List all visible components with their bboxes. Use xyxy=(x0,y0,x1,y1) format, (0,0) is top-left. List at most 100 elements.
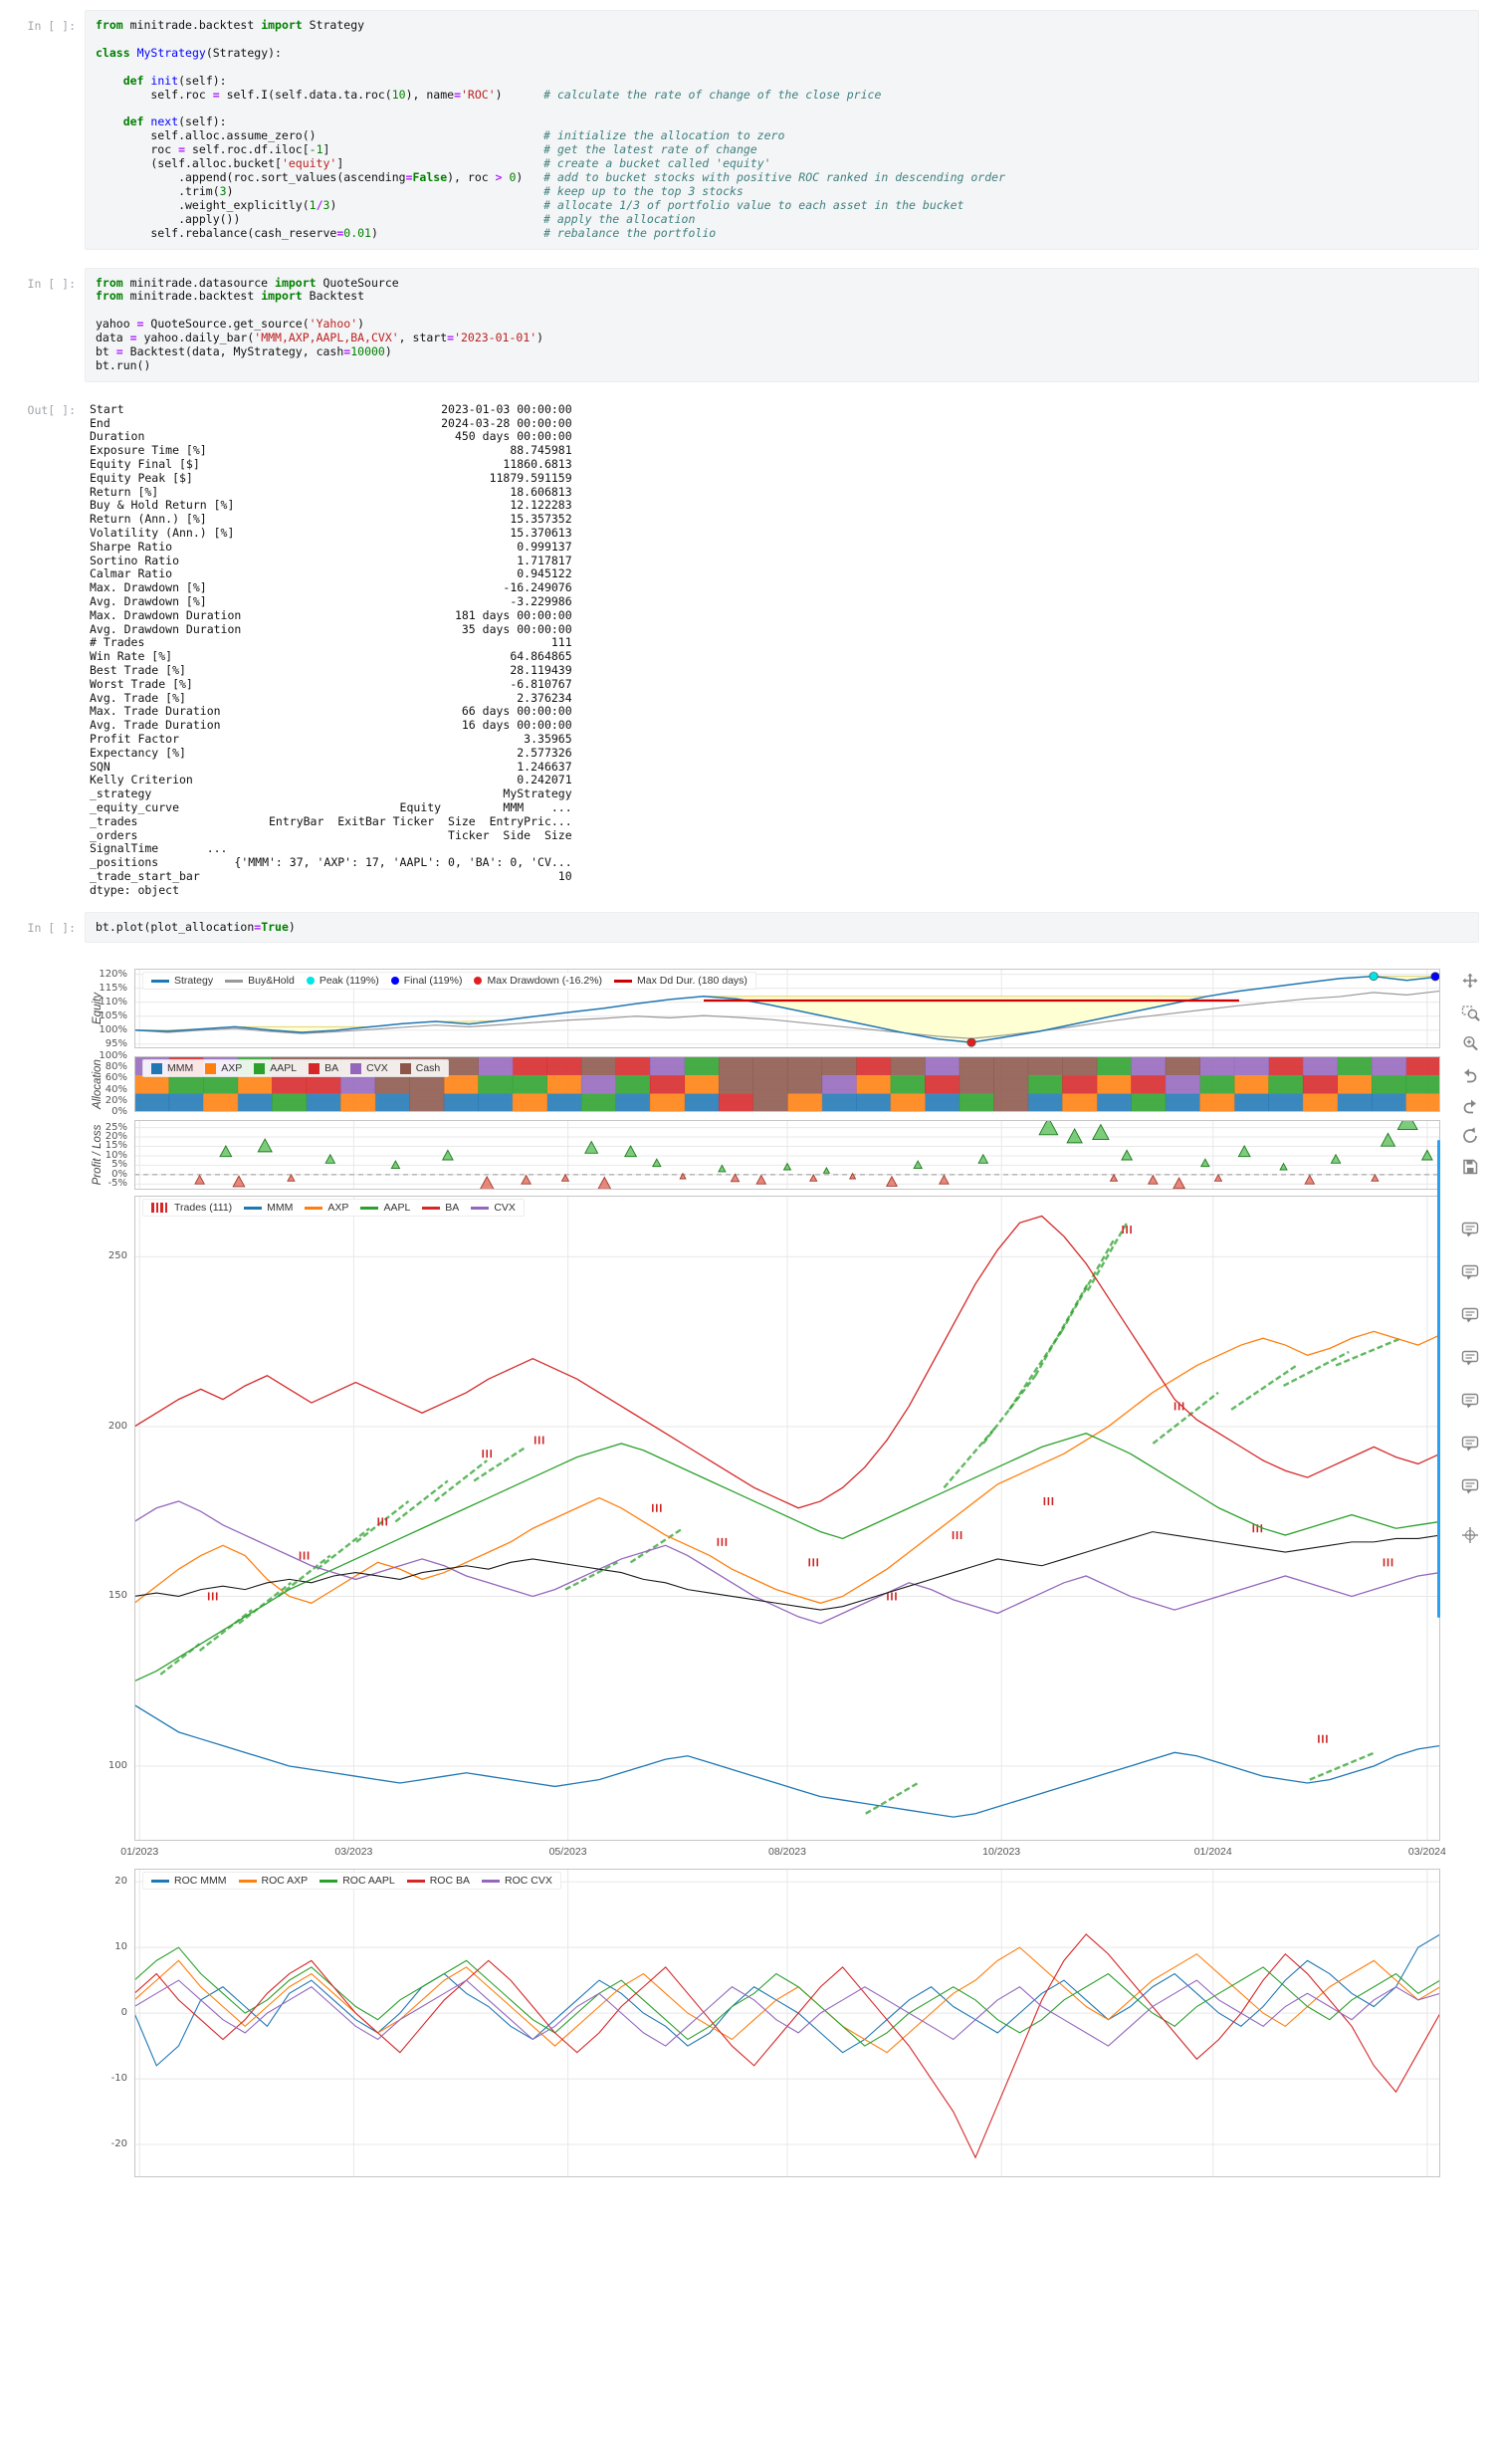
legend-item-roc-ba[interactable]: ROC BA xyxy=(406,1875,470,1888)
input-prompt: In [ ]: xyxy=(27,920,76,935)
backtest-stats: Start 2023-01-03 00:00:00 End 2024-03-28… xyxy=(90,401,572,897)
bokeh-plot-output[interactable]: Equity 120% 115% 110% 105% 100% 95% Strategy Buy… xyxy=(85,961,1488,2206)
cash-glyph-icon xyxy=(399,1062,411,1074)
legend-label: MMM xyxy=(267,1202,294,1215)
legend-item-mmm[interactable]: MMM xyxy=(151,1062,193,1074)
box-zoom-icon[interactable] xyxy=(1458,1000,1484,1025)
date-tick: 01/2023 xyxy=(120,1846,159,1859)
legend-label: AXP xyxy=(221,1062,243,1075)
wheel-zoom-icon[interactable] xyxy=(1458,1030,1484,1056)
allocation-ytick: 100% xyxy=(99,1049,127,1061)
legend-item-buy-hold[interactable]: Buy&Hold xyxy=(225,975,295,987)
price-plot-area[interactable]: Trades (111) MMM AXP AAPL BA CVX xyxy=(134,1196,1440,1842)
code-cell-plot[interactable]: In [ ]: bt.plot(plot_allocation=True) xyxy=(0,911,1487,944)
roc-panel: 20 10 0 -10 -20 ROC MMM ROC AXP ROC AAPL ROC BA R… xyxy=(85,1869,1488,2178)
redo-icon[interactable] xyxy=(1458,1092,1484,1118)
legend-label: ROC BA xyxy=(429,1875,470,1888)
legend-item-aapl[interactable]: AAPL xyxy=(254,1062,297,1074)
legend-item-aapl[interactable]: AAPL xyxy=(360,1202,410,1214)
bokeh-toolbar[interactable] xyxy=(1456,969,1486,1548)
roc-plot-area[interactable]: ROC MMM ROC AXP ROC AAPL ROC BA ROC CVX xyxy=(134,1869,1440,2178)
code-input-area[interactable]: from minitrade.backtest import Strategy … xyxy=(85,10,1479,250)
legend-label: AXP xyxy=(327,1202,349,1215)
pl-ytick: 20% xyxy=(105,1130,127,1142)
legend-label: MMM xyxy=(167,1062,194,1075)
allocation-ytick: 40% xyxy=(105,1083,127,1095)
pl-ytick: 10% xyxy=(105,1149,127,1161)
hover-icon[interactable] xyxy=(1458,1431,1484,1456)
crosshair-icon[interactable] xyxy=(1458,1522,1484,1548)
allocation-plot-area[interactable]: MMM AXP AAPL BA CVX Cash xyxy=(134,1056,1440,1113)
legend-item-ba[interactable]: BA xyxy=(309,1062,338,1074)
legend-item-axp[interactable]: AXP xyxy=(305,1202,348,1214)
legend-item-ba[interactable]: BA xyxy=(422,1202,459,1214)
hover-icon[interactable] xyxy=(1458,1388,1484,1414)
legend-item-roc-mmm[interactable]: ROC MMM xyxy=(151,1875,227,1887)
price-ytick: 100 xyxy=(107,1759,127,1771)
roc-aapl-glyph-icon xyxy=(320,1880,338,1883)
equity-plot-area[interactable]: Strategy Buy&Hold Peak (119%) Final (119%) M… xyxy=(134,969,1440,1049)
pan-icon[interactable] xyxy=(1458,969,1484,995)
cvx-glyph-icon xyxy=(471,1207,490,1210)
hover-icon[interactable] xyxy=(1458,1345,1484,1371)
roc-axp-glyph-icon xyxy=(238,1880,257,1883)
legend-item-roc-cvx[interactable]: ROC CVX xyxy=(481,1875,552,1888)
undo-icon[interactable] xyxy=(1458,1061,1484,1087)
legend-label: Max Drawdown (-16.2%) xyxy=(487,975,603,988)
legend-label: Buy&Hold xyxy=(248,975,295,988)
price-ytick: 150 xyxy=(107,1590,127,1602)
axp-glyph-icon xyxy=(205,1062,217,1074)
code-cell-backtest[interactable]: In [ ]: from minitrade.datasource import… xyxy=(0,267,1487,382)
stats-output-area: Start 2023-01-03 00:00:00 End 2024-03-28… xyxy=(85,400,1487,898)
legend-item-max-dd-dur-180-days[interactable]: Max Dd Dur. (180 days) xyxy=(614,975,747,987)
allocation-panel: Allocation 100% 80% 60% 40% 20% 0% MMM AXP AAPL BA… xyxy=(85,1050,1488,1117)
pl-plot-area[interactable] xyxy=(134,1120,1440,1191)
hover-icon[interactable] xyxy=(1458,1302,1484,1328)
backtest-code[interactable]: from minitrade.datasource import QuoteSo… xyxy=(96,275,544,372)
code-input-area[interactable]: bt.plot(plot_allocation=True) xyxy=(85,911,1479,944)
reset-icon[interactable] xyxy=(1458,1123,1484,1149)
legend-item-roc-aapl[interactable]: ROC AAPL xyxy=(320,1875,395,1887)
legend-item-trades-111[interactable]: Trades (111) xyxy=(151,1202,232,1214)
equity-ytick: 110% xyxy=(99,996,127,1008)
legend-label: Peak (119%) xyxy=(319,975,379,988)
legend-item-peak-119[interactable]: Peak (119%) xyxy=(306,975,379,988)
roc-ytick: -10 xyxy=(110,2073,127,2084)
hover-icon[interactable] xyxy=(1458,1473,1484,1499)
legend-label: BA xyxy=(324,1062,339,1075)
roc-ytick: 10 xyxy=(114,1941,127,1953)
max-drawdown-16-2-glyph-icon xyxy=(474,977,483,986)
hover-icon[interactable] xyxy=(1458,1259,1484,1285)
hover-icon[interactable] xyxy=(1458,1217,1484,1242)
plot-code[interactable]: bt.plot(plot_allocation=True) xyxy=(96,919,296,934)
code-cell-strategy[interactable]: In [ ]: from minitrade.backtest import S… xyxy=(0,10,1487,250)
buy-hold-glyph-icon xyxy=(225,980,244,983)
legend-item-roc-axp[interactable]: ROC AXP xyxy=(238,1875,308,1887)
legend-item-strategy[interactable]: Strategy xyxy=(151,975,213,987)
legend-label: Max Dd Dur. (180 days) xyxy=(637,975,747,988)
legend-label: ROC AAPL xyxy=(342,1875,395,1888)
legend-label: Cash xyxy=(415,1062,441,1075)
save-icon[interactable] xyxy=(1458,1154,1484,1180)
code-input-area[interactable]: from minitrade.datasource import QuoteSo… xyxy=(85,267,1479,382)
roc-ytick: 0 xyxy=(120,2007,127,2019)
strategy-glyph-icon xyxy=(151,980,169,983)
legend-item-max-drawdown-16-2[interactable]: Max Drawdown (-16.2%) xyxy=(474,975,602,987)
legend-item-axp[interactable]: AXP xyxy=(205,1062,242,1074)
legend-item-mmm[interactable]: MMM xyxy=(244,1202,293,1214)
input-prompt: In [ ]: xyxy=(27,19,76,33)
legend-item-cvx[interactable]: CVX xyxy=(350,1062,388,1074)
legend-item-final-119[interactable]: Final (119%) xyxy=(390,975,462,987)
price-legend: Trades (111) MMM AXP AAPL BA CVX xyxy=(142,1199,525,1218)
equity-ytick: 95% xyxy=(105,1037,127,1049)
allocation-ytick: 80% xyxy=(105,1061,127,1073)
equity-ytick: 100% xyxy=(99,1023,127,1035)
legend-label: ROC CVX xyxy=(504,1875,552,1888)
legend-item-cash[interactable]: Cash xyxy=(399,1062,441,1075)
final-119-glyph-icon xyxy=(390,977,399,986)
equity-panel: Equity 120% 115% 110% 105% 100% 95% Strategy Buy… xyxy=(85,969,1488,1049)
equity-ytick: 105% xyxy=(99,1009,127,1021)
legend-item-cvx[interactable]: CVX xyxy=(471,1202,516,1214)
date-tick: 08/2023 xyxy=(768,1846,806,1859)
strategy-code[interactable]: from minitrade.backtest import Strategy … xyxy=(96,18,1006,240)
